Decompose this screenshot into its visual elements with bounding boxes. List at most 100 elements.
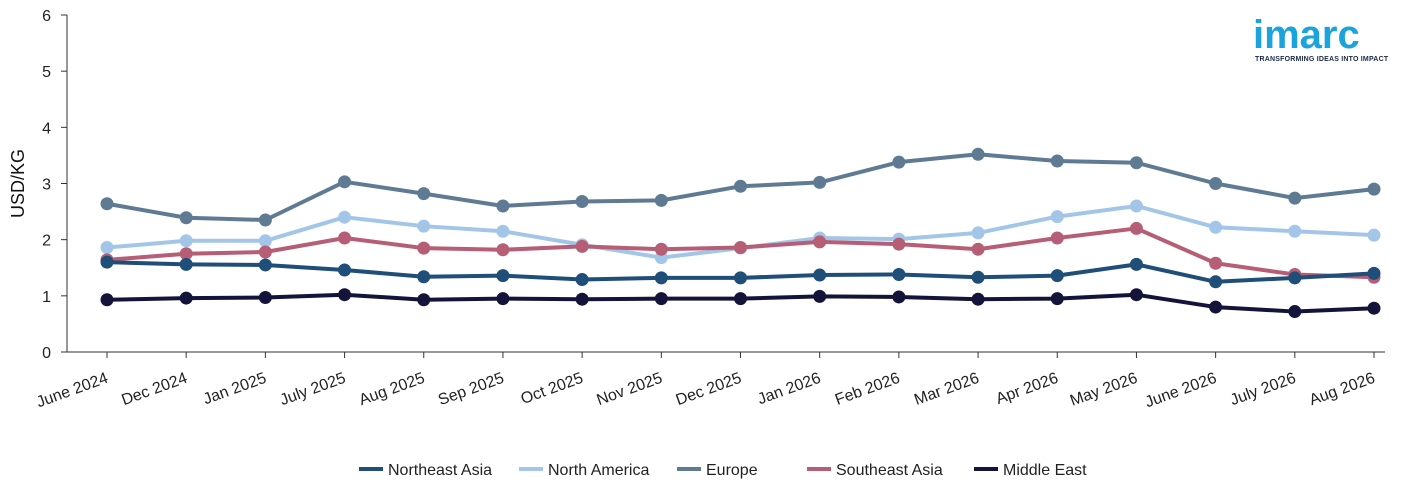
data-point [734, 292, 747, 306]
data-point [258, 291, 272, 305]
data-point [338, 175, 352, 189]
data-point [1209, 256, 1223, 270]
y-tick-label: 2 [42, 233, 51, 250]
data-point [1129, 221, 1143, 235]
data-point [100, 255, 114, 269]
data-point [1288, 305, 1302, 319]
legend-item: Middle East [974, 462, 1087, 479]
x-tick-label: Dec 2024 [119, 370, 189, 409]
x-tick-label: May 2026 [1068, 370, 1140, 410]
data-point [179, 291, 193, 305]
data-point [813, 289, 827, 303]
data-point [338, 288, 352, 302]
data-point [813, 268, 827, 282]
x-tick-label: Oct 2025 [519, 370, 586, 408]
data-point [654, 271, 668, 285]
x-tick-label: Apr 2026 [994, 370, 1061, 408]
legend-item: Europe [677, 462, 758, 479]
data-point [1367, 301, 1381, 315]
x-tick-label: Jan 2025 [201, 370, 269, 409]
data-point [179, 211, 193, 225]
x-tick-label: July 2026 [1228, 370, 1298, 409]
data-point [100, 293, 114, 307]
data-point [1209, 177, 1223, 190]
y-tick-label: 6 [42, 8, 51, 25]
data-point [1129, 257, 1143, 271]
data-point [971, 226, 985, 240]
logo-tagline: TRANSFORMING IDEAS INTO IMPACT [1255, 56, 1389, 63]
data-point [1050, 269, 1064, 283]
data-point [734, 271, 747, 285]
x-tick-label: Mar 2026 [912, 370, 981, 409]
x-tick-label: July 2025 [278, 370, 348, 409]
data-point [575, 194, 589, 208]
data-point [971, 242, 985, 256]
data-point [179, 247, 193, 261]
data-point [417, 270, 431, 284]
data-point [1129, 199, 1143, 213]
data-point [496, 224, 510, 238]
data-point [1050, 231, 1064, 245]
data-point [971, 292, 985, 306]
y-tick-label: 0 [42, 345, 51, 362]
data-point [654, 292, 668, 306]
data-point [1209, 275, 1223, 289]
data-point [179, 257, 193, 271]
data-point [892, 155, 906, 169]
legend-label: North America [548, 462, 649, 479]
data-point [1367, 266, 1381, 280]
data-point [1209, 300, 1223, 314]
data-point [892, 237, 906, 251]
data-point [338, 210, 352, 224]
data-point [1288, 191, 1302, 205]
data-point [258, 245, 272, 259]
data-point [338, 231, 352, 245]
x-tick-label: Aug 2026 [1307, 370, 1377, 409]
series-north-america [100, 199, 1381, 265]
series-europe [100, 147, 1381, 227]
data-point [971, 147, 985, 161]
data-point [654, 242, 668, 256]
data-point [1367, 228, 1381, 242]
y-tick-label: 5 [42, 64, 51, 81]
data-point [1209, 220, 1223, 234]
x-tick-label: June 2026 [1143, 370, 1219, 412]
series-northeast-asia [100, 255, 1381, 289]
data-point [258, 213, 272, 227]
data-point [1288, 224, 1302, 238]
x-tick-label: Dec 2025 [674, 370, 744, 409]
data-point [971, 270, 985, 284]
data-point [1050, 210, 1064, 224]
y-tick-label: 1 [42, 289, 51, 306]
data-point [100, 197, 114, 211]
data-point [575, 239, 589, 253]
x-tick-label: Sep 2025 [436, 370, 506, 409]
data-point [1129, 288, 1143, 302]
legend-item: North America [519, 462, 649, 479]
data-point [100, 241, 114, 255]
data-point [179, 234, 193, 248]
data-point [417, 219, 431, 233]
data-point [1129, 156, 1143, 170]
data-point [575, 273, 589, 287]
y-axis-title: USD/KG [8, 149, 28, 218]
x-tick-label: Feb 2026 [833, 370, 902, 409]
y-tick-label: 3 [42, 177, 51, 194]
data-point [734, 179, 747, 193]
data-point [892, 290, 906, 304]
x-tick-label: June 2024 [34, 370, 110, 412]
data-point [417, 241, 431, 255]
chart-legend: Northeast Asia North America Europe Southea… [359, 462, 1087, 479]
x-tick-label: Jan 2026 [755, 370, 823, 409]
legend-label: Middle East [1003, 462, 1087, 479]
data-point [1288, 271, 1302, 285]
data-point [258, 234, 272, 248]
data-point [496, 243, 510, 257]
x-tick-label: Nov 2025 [594, 370, 664, 409]
data-point [417, 187, 431, 201]
data-point [1050, 154, 1064, 168]
series-middle-east [100, 288, 1381, 319]
data-point [654, 193, 668, 207]
